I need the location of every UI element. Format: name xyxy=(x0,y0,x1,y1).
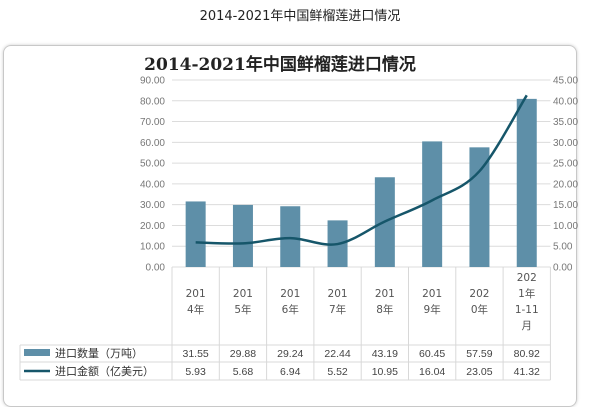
table-cell-value: 5.52 xyxy=(327,366,348,378)
table-cell-value: 5.68 xyxy=(233,366,254,378)
y-left-tick-label: 10.00 xyxy=(140,242,165,253)
x-category-label: 201 xyxy=(280,288,300,300)
bar-2019年 xyxy=(422,141,443,267)
table-cell-value: 23.05 xyxy=(466,366,492,378)
y-left-tick-label: 0.00 xyxy=(146,263,166,274)
x-category-label: 1-11 xyxy=(515,304,539,316)
table-cell-value: 6.94 xyxy=(280,366,301,378)
x-category-label: 0年 xyxy=(471,303,488,316)
bar-2014年 xyxy=(185,201,206,267)
x-category-label: 8年 xyxy=(376,303,393,316)
chart-title: 2014-2021年中国鲜榴莲进口情况 xyxy=(144,55,416,75)
y-right-tick-label: 10.00 xyxy=(553,221,578,232)
page-title: 2014-2021年中国鲜榴莲进口情况 xyxy=(199,9,401,24)
x-category-label: 1年 xyxy=(518,287,535,300)
table-cell-quantity: 29.88 xyxy=(230,348,256,360)
x-category-label: 202 xyxy=(517,272,537,284)
table-cell-quantity: 22.44 xyxy=(324,348,350,360)
table-cell-quantity: 57.59 xyxy=(466,348,492,360)
y-right-tick-label: 40.00 xyxy=(553,96,578,107)
x-category-label: 201 xyxy=(186,288,206,300)
y-right-tick-label: 5.00 xyxy=(553,242,573,253)
table-cell-quantity: 43.19 xyxy=(372,348,398,360)
x-category-label: 月 xyxy=(522,320,533,332)
y-right-tick-label: 25.00 xyxy=(553,159,578,170)
y-left-tick-label: 60.00 xyxy=(140,138,165,149)
y-left-tick-label: 80.00 xyxy=(140,96,165,107)
x-category-label: 5年 xyxy=(234,303,251,316)
bar-2021年1-11月 xyxy=(516,98,537,268)
table-cell-quantity: 60.45 xyxy=(419,348,445,360)
x-category-label: 6年 xyxy=(282,303,299,316)
table-cell-quantity: 29.24 xyxy=(277,348,303,360)
y-right-tick-label: 15.00 xyxy=(553,200,578,211)
bar-2016年 xyxy=(280,206,301,267)
y-left-tick-label: 30.00 xyxy=(140,200,165,211)
x-category-label: 201 xyxy=(328,288,348,300)
table-cell-value: 16.04 xyxy=(419,366,445,378)
y-left-tick-label: 50.00 xyxy=(140,159,165,170)
bar-2020年 xyxy=(469,147,490,267)
x-category-label: 201 xyxy=(422,288,442,300)
x-category-label: 4年 xyxy=(187,303,204,316)
table-cell-value: 5.93 xyxy=(185,366,206,378)
y-left-tick-label: 20.00 xyxy=(140,221,165,232)
y-right-tick-label: 45.00 xyxy=(553,76,578,87)
y-right-tick-label: 0.00 xyxy=(553,263,573,274)
x-category-label: 201 xyxy=(375,288,395,300)
x-category-label: 7年 xyxy=(329,303,346,316)
y-left-tick-label: 70.00 xyxy=(140,117,165,128)
y-left-tick-label: 40.00 xyxy=(140,179,165,190)
x-category-label: 202 xyxy=(469,288,489,300)
y-left-tick-label: 90.00 xyxy=(140,76,165,87)
table-cell-value: 41.32 xyxy=(514,366,540,378)
legend-bar-swatch xyxy=(24,349,50,356)
line-series-import-value xyxy=(195,94,528,246)
legend-label-quantity: 进口数量（万吨） xyxy=(55,347,143,360)
table-cell-quantity: 80.92 xyxy=(514,348,540,360)
x-category-label: 9年 xyxy=(424,303,441,316)
y-right-tick-label: 35.00 xyxy=(553,117,578,128)
bar-2015年 xyxy=(232,204,253,267)
legend-label-value: 进口金额（亿美元） xyxy=(55,364,154,378)
x-category-label: 201 xyxy=(233,288,253,300)
y-right-tick-label: 20.00 xyxy=(553,179,578,190)
table-cell-value: 10.95 xyxy=(372,366,398,378)
table-cell-quantity: 31.55 xyxy=(183,348,209,360)
y-right-tick-label: 30.00 xyxy=(553,138,578,149)
